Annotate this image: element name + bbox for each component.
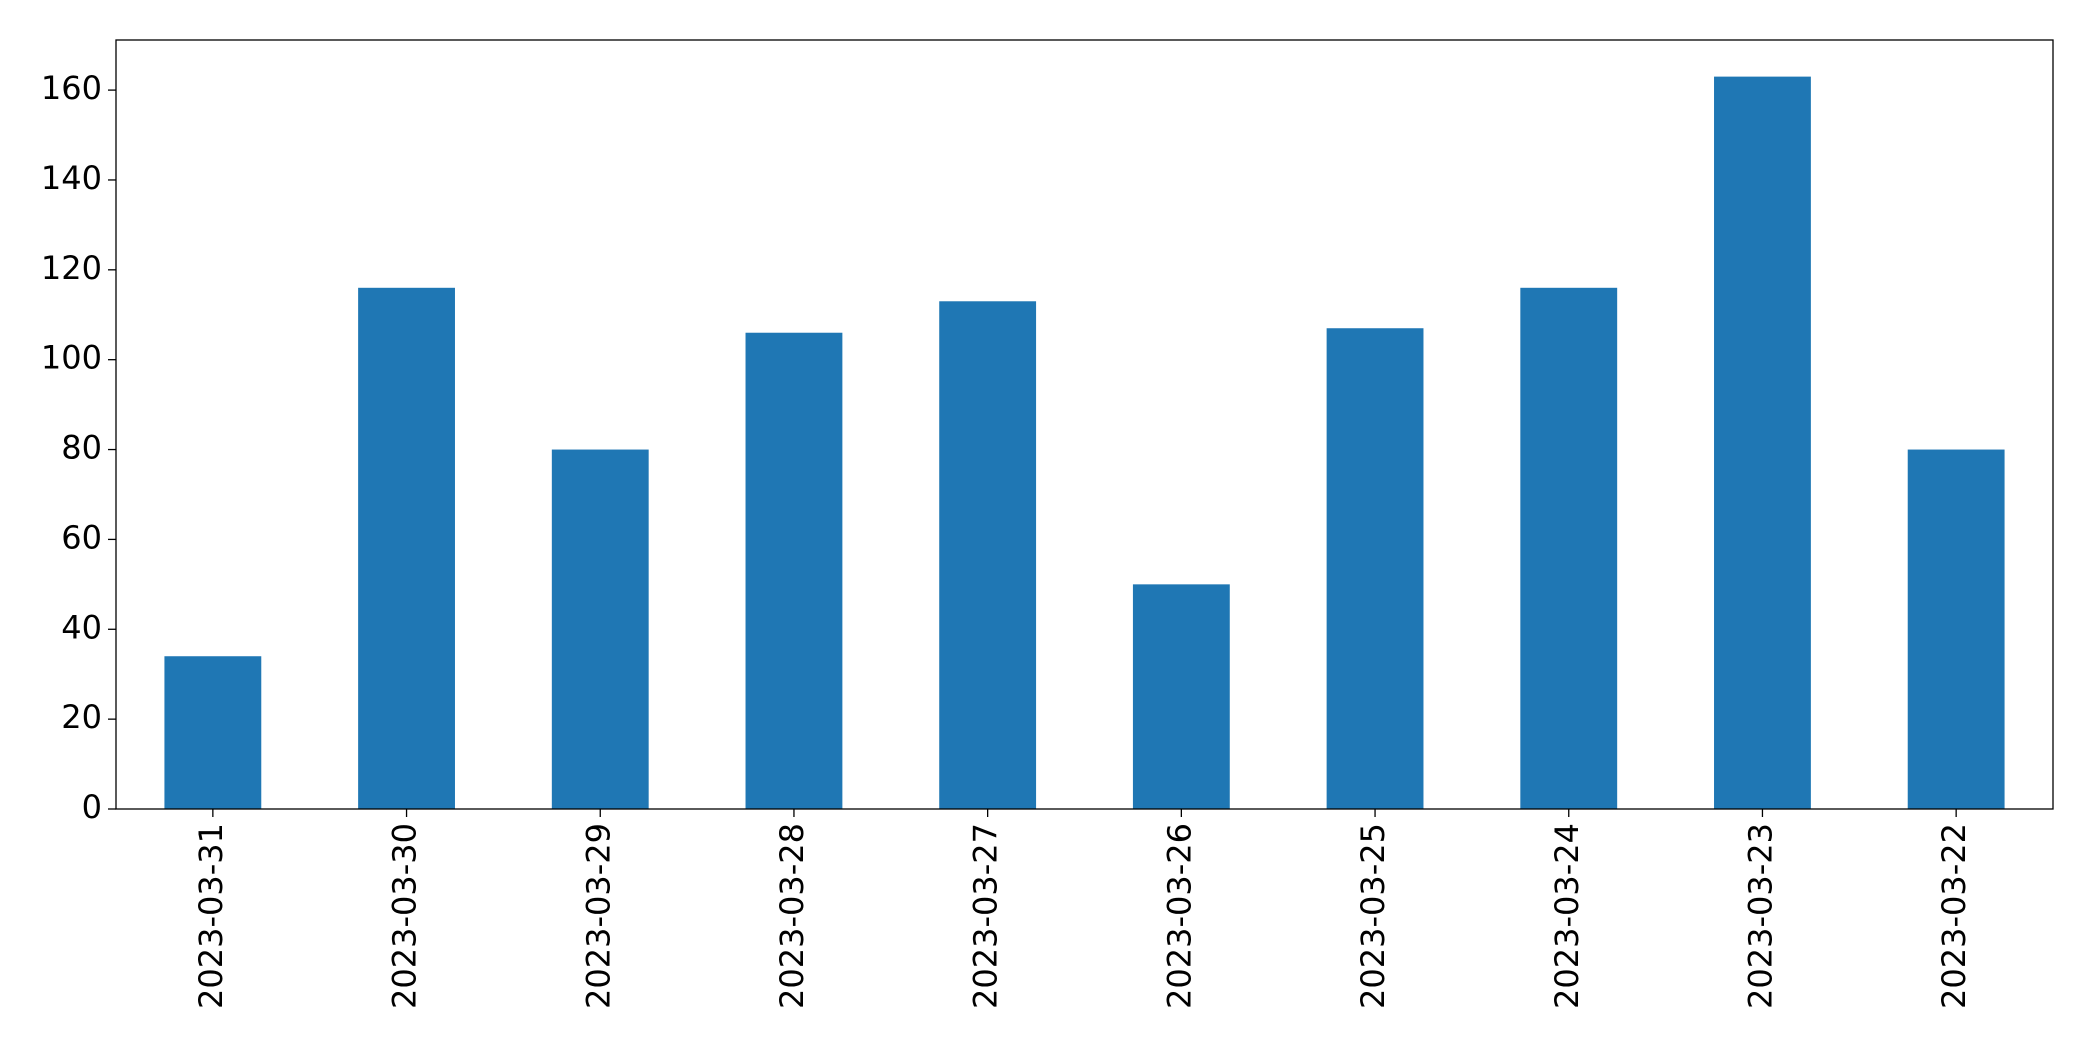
bar [1714, 76, 1811, 810]
x-tick-label: 2023-03-29 [579, 823, 617, 1009]
bar [1326, 328, 1424, 809]
plot-frame [115, 39, 2054, 810]
bar [939, 301, 1037, 809]
y-tick-label: 140 [41, 159, 102, 197]
x-tick-label: 2023-03-22 [1935, 823, 1973, 1009]
x-tick-label: 2023-03-26 [1160, 823, 1198, 1009]
x-tick-label: 2023-03-31 [192, 823, 230, 1009]
bar [164, 656, 262, 809]
bar [1132, 584, 1230, 809]
y-tick-label: 20 [61, 698, 102, 736]
x-tick-label: 2023-03-24 [1548, 823, 1586, 1009]
y-tick-label: 40 [61, 608, 102, 646]
x-tick-label: 2023-03-27 [967, 823, 1005, 1009]
x-tick-label: 2023-03-30 [386, 823, 424, 1009]
y-tick-label: 160 [41, 69, 102, 107]
y-tick-label: 60 [61, 518, 102, 556]
bar [358, 287, 455, 809]
y-tick-label: 0 [82, 788, 102, 826]
x-tick-label: 2023-03-28 [773, 823, 811, 1009]
y-tick-label: 100 [41, 339, 102, 377]
y-tick-label: 80 [61, 429, 102, 467]
y-tick-label: 120 [41, 249, 102, 287]
bar [551, 449, 649, 809]
bar [745, 332, 843, 809]
x-tick-label: 2023-03-23 [1741, 823, 1779, 1009]
bar [1520, 287, 1618, 809]
bar [1907, 449, 2005, 809]
x-tick-label: 2023-03-25 [1354, 823, 1392, 1009]
